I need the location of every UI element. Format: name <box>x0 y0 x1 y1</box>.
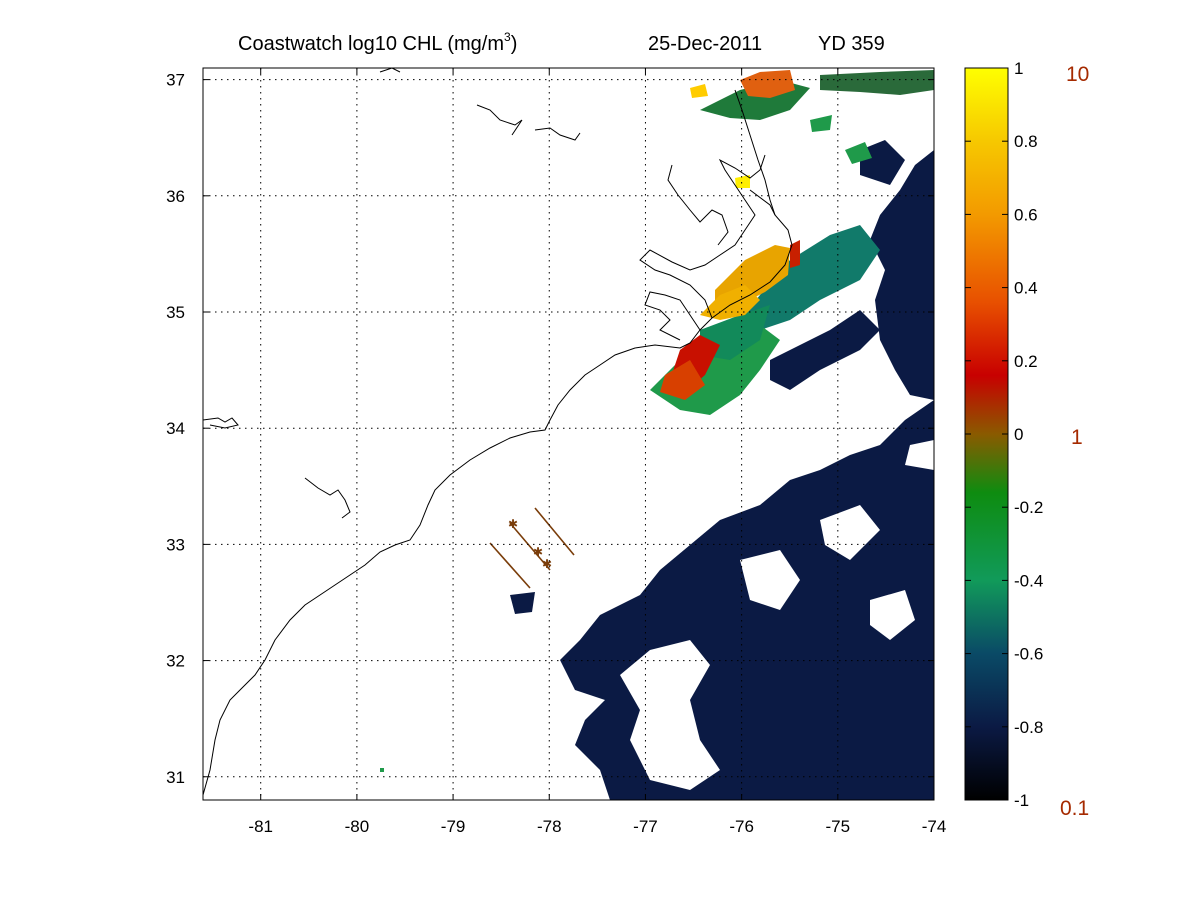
lon-tick-label: -80 <box>345 817 370 836</box>
lon-tick-label: -76 <box>729 817 754 836</box>
colorbar-tick-label: 1 <box>1014 59 1023 78</box>
lon-tick-label: -79 <box>441 817 466 836</box>
colorbar-tick-label: -0.2 <box>1014 498 1043 517</box>
map-frame <box>202 67 935 801</box>
lon-tick-label: -81 <box>248 817 273 836</box>
colorbar-tick-label: 0 <box>1014 425 1023 444</box>
colorbar-tick-label: -0.6 <box>1014 645 1043 664</box>
title-variable: Coastwatch log10 CHL (mg/m3) <box>238 30 517 55</box>
longitude-tick-labels: -81 -80 -79 -78 -77 -76 -75 -74 <box>248 817 946 836</box>
colorbar-tick-label: 0.4 <box>1014 279 1038 298</box>
data-speck <box>380 768 384 772</box>
ocean-low-chl-field <box>510 140 934 800</box>
map-area: ✱ ✱ ✱ <box>203 68 934 800</box>
colorbar-tick-label: -1 <box>1014 791 1029 810</box>
cruise-tracks: ✱ ✱ ✱ <box>489 507 575 589</box>
lon-tick-label: -77 <box>633 817 658 836</box>
svg-text:✱: ✱ <box>533 545 543 559</box>
lat-tick-label: 36 <box>166 187 185 206</box>
coastline <box>203 68 793 796</box>
colorbar <box>964 67 1009 801</box>
lon-tick-label: -75 <box>826 817 851 836</box>
colorbar-label-top: 10 <box>1066 63 1089 86</box>
svg-text:✱: ✱ <box>508 517 518 531</box>
title-close: ) <box>511 33 518 55</box>
colorbar-label-middle: 1 <box>1071 426 1083 449</box>
lon-tick-label: -78 <box>537 817 562 836</box>
colorbar-tick-label: 0.8 <box>1014 132 1038 151</box>
lon-tick-label: -74 <box>922 817 947 836</box>
lat-tick-label: 37 <box>166 71 185 90</box>
colorbar-tick-label: -0.8 <box>1014 718 1043 737</box>
colorbar-tick-label: 0.6 <box>1014 205 1038 224</box>
colorbar-tick-label: 0.2 <box>1014 352 1038 371</box>
lat-tick-label: 35 <box>166 303 185 322</box>
title-yearday: YD 359 <box>818 33 885 55</box>
lat-tick-label: 34 <box>166 419 185 438</box>
colorbar-tick-label: -0.4 <box>1014 571 1043 590</box>
title-main: Coastwatch log10 CHL (mg/m <box>238 33 504 55</box>
colorbar-ticks: 1 0.8 0.6 0.4 0.2 0 -0.2 -0.4 -0.6 -0.8 -1 <box>965 59 1043 810</box>
lat-tick-label: 32 <box>166 652 185 671</box>
lat-tick-label: 31 <box>166 768 185 787</box>
title-superscript: 3 <box>504 30 511 44</box>
svg-text:✱: ✱ <box>542 557 552 571</box>
sound-high-chl-field <box>660 70 800 400</box>
lat-tick-label: 33 <box>166 535 185 554</box>
latitude-tick-labels: 31 32 33 34 35 36 37 <box>166 71 185 787</box>
title-date: 25-Dec-2011 <box>648 33 762 55</box>
colorbar-label-bottom: 0.1 <box>1060 797 1089 820</box>
